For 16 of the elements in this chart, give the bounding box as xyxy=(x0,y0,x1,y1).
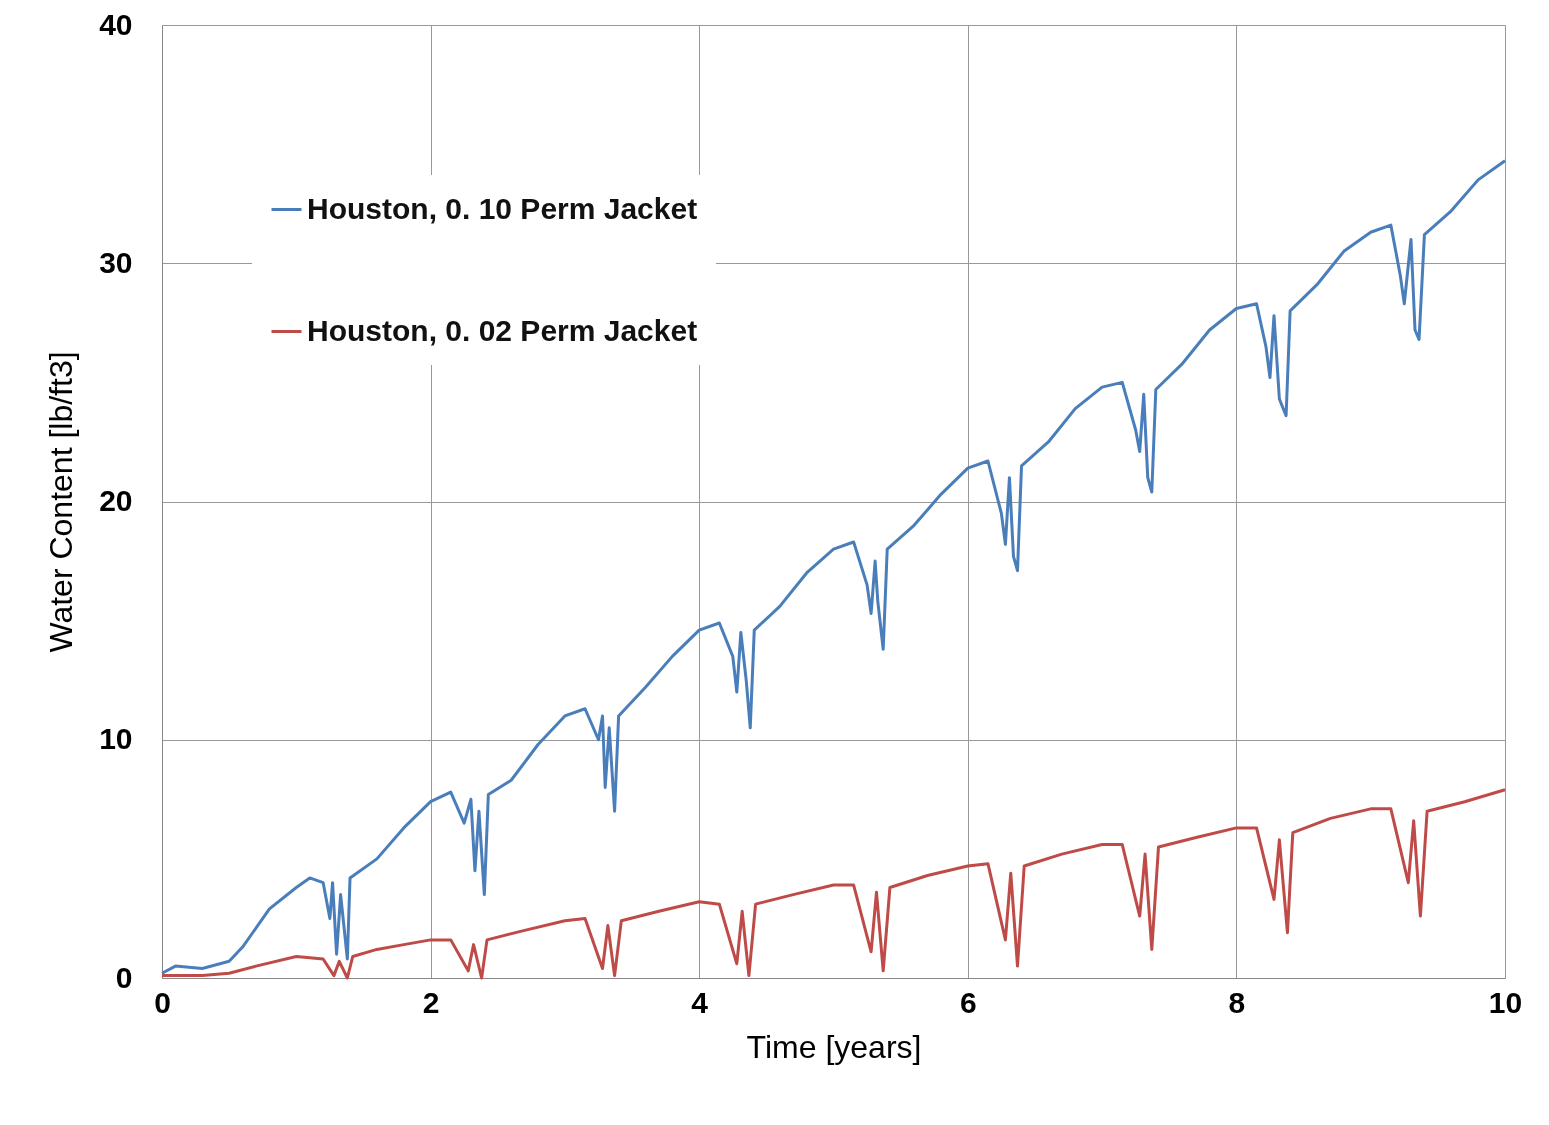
x-tick-label: 4 xyxy=(691,985,709,1019)
y-axis-title: Water Content [lb/ft3] xyxy=(43,351,80,653)
line-series xyxy=(160,159,1507,975)
legend-label: Houston, 0. 10 Perm Jacket xyxy=(307,191,698,225)
x-tick-label: 8 xyxy=(1228,985,1246,1019)
y-tick-label: 0 xyxy=(115,960,133,994)
y-tick-label: 30 xyxy=(99,245,133,279)
y-tick-label: 40 xyxy=(99,7,133,41)
x-tick-label: 2 xyxy=(422,985,440,1019)
x-tick-label: 0 xyxy=(154,985,171,1019)
x-tick-label: 6 xyxy=(959,985,977,1019)
y-tick-label: 10 xyxy=(99,722,133,756)
x-axis-title: Time [years] xyxy=(746,1028,922,1065)
legend-label: Houston, 0. 02 Perm Jacket xyxy=(307,313,698,347)
y-tick-label: 20 xyxy=(99,484,133,517)
x-tick-label: 10 xyxy=(1488,985,1523,1019)
